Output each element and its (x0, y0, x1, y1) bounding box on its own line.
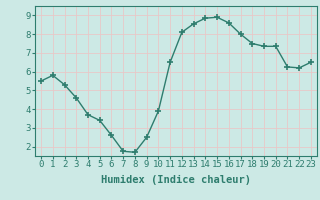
X-axis label: Humidex (Indice chaleur): Humidex (Indice chaleur) (101, 175, 251, 185)
